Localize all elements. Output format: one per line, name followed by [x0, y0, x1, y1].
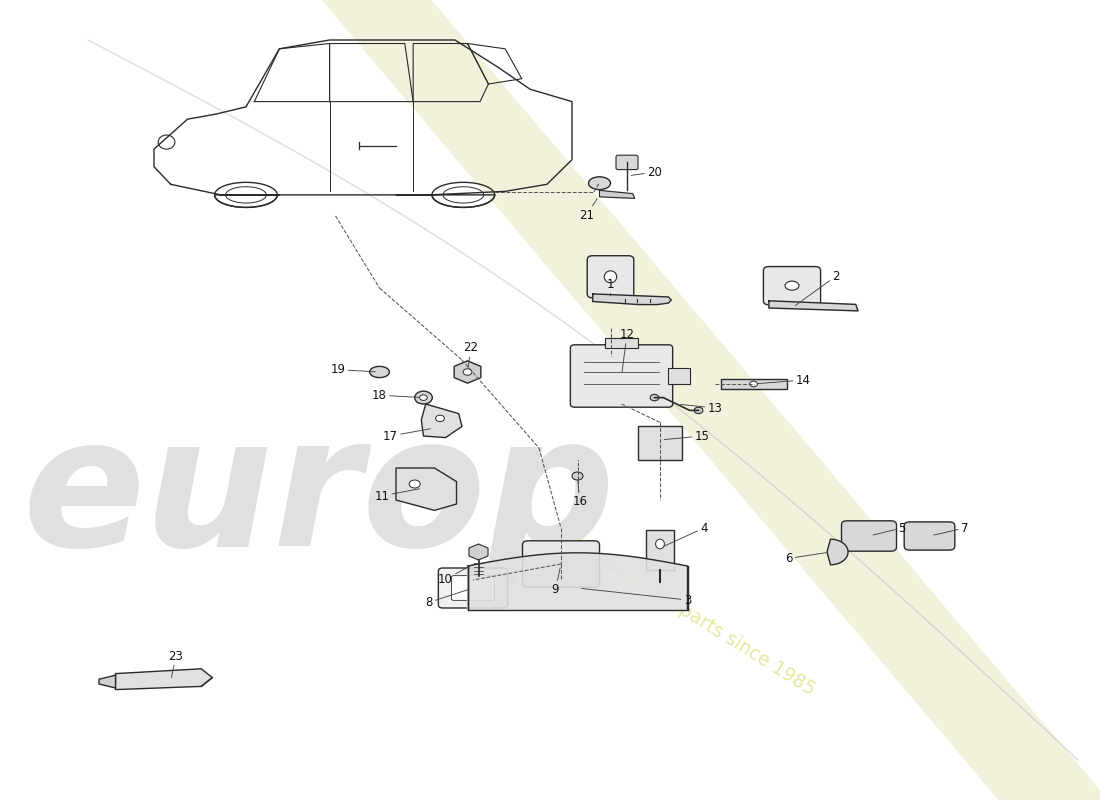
- Polygon shape: [99, 675, 116, 688]
- Ellipse shape: [370, 366, 389, 378]
- Polygon shape: [308, 0, 1100, 800]
- Polygon shape: [454, 361, 481, 383]
- Ellipse shape: [420, 394, 427, 401]
- Polygon shape: [769, 301, 858, 311]
- FancyBboxPatch shape: [763, 266, 821, 305]
- Text: 19: 19: [330, 363, 375, 376]
- Text: 18: 18: [372, 389, 419, 402]
- Ellipse shape: [785, 281, 799, 290]
- Text: a passion for parts since 1985: a passion for parts since 1985: [568, 533, 818, 699]
- Text: 17: 17: [383, 429, 430, 442]
- Polygon shape: [600, 190, 635, 198]
- Ellipse shape: [409, 480, 420, 488]
- FancyBboxPatch shape: [904, 522, 955, 550]
- Text: europ: europ: [22, 408, 615, 584]
- Ellipse shape: [588, 177, 610, 190]
- FancyBboxPatch shape: [451, 576, 495, 600]
- FancyBboxPatch shape: [616, 155, 638, 170]
- Polygon shape: [593, 294, 671, 305]
- Bar: [668, 368, 691, 384]
- Text: 10: 10: [438, 563, 475, 586]
- Ellipse shape: [656, 539, 664, 549]
- Text: 5: 5: [873, 522, 905, 535]
- FancyBboxPatch shape: [587, 256, 634, 298]
- FancyBboxPatch shape: [522, 541, 600, 587]
- Bar: [638, 426, 682, 460]
- FancyBboxPatch shape: [842, 521, 896, 551]
- Polygon shape: [396, 468, 456, 510]
- FancyBboxPatch shape: [438, 568, 507, 608]
- Ellipse shape: [694, 407, 703, 414]
- Text: 15: 15: [664, 430, 710, 442]
- Ellipse shape: [604, 271, 617, 283]
- Bar: [605, 338, 638, 348]
- Text: 16: 16: [572, 480, 587, 508]
- Ellipse shape: [463, 369, 472, 375]
- Text: 8: 8: [426, 590, 469, 609]
- Text: 9: 9: [552, 568, 560, 596]
- Polygon shape: [468, 553, 688, 610]
- Ellipse shape: [436, 415, 444, 422]
- Text: 11: 11: [374, 489, 419, 502]
- Ellipse shape: [650, 394, 659, 401]
- Text: 12: 12: [619, 328, 635, 372]
- Polygon shape: [116, 669, 212, 690]
- Bar: [646, 530, 674, 570]
- Text: 23: 23: [168, 650, 184, 678]
- Text: 7: 7: [934, 522, 968, 535]
- Text: 22: 22: [463, 342, 478, 368]
- Text: 21: 21: [579, 198, 597, 222]
- Bar: [720, 379, 786, 389]
- Text: 2: 2: [795, 270, 839, 306]
- Ellipse shape: [415, 391, 432, 404]
- Polygon shape: [421, 404, 462, 438]
- Text: 14: 14: [758, 374, 811, 386]
- Polygon shape: [827, 539, 848, 565]
- Text: 4: 4: [663, 522, 707, 546]
- Text: 13: 13: [681, 402, 723, 414]
- FancyBboxPatch shape: [570, 345, 672, 407]
- Text: 20: 20: [631, 166, 662, 178]
- Ellipse shape: [750, 381, 758, 387]
- Text: 6: 6: [785, 552, 826, 565]
- Ellipse shape: [572, 472, 583, 480]
- Text: 3: 3: [582, 589, 691, 606]
- Text: 1: 1: [607, 278, 614, 296]
